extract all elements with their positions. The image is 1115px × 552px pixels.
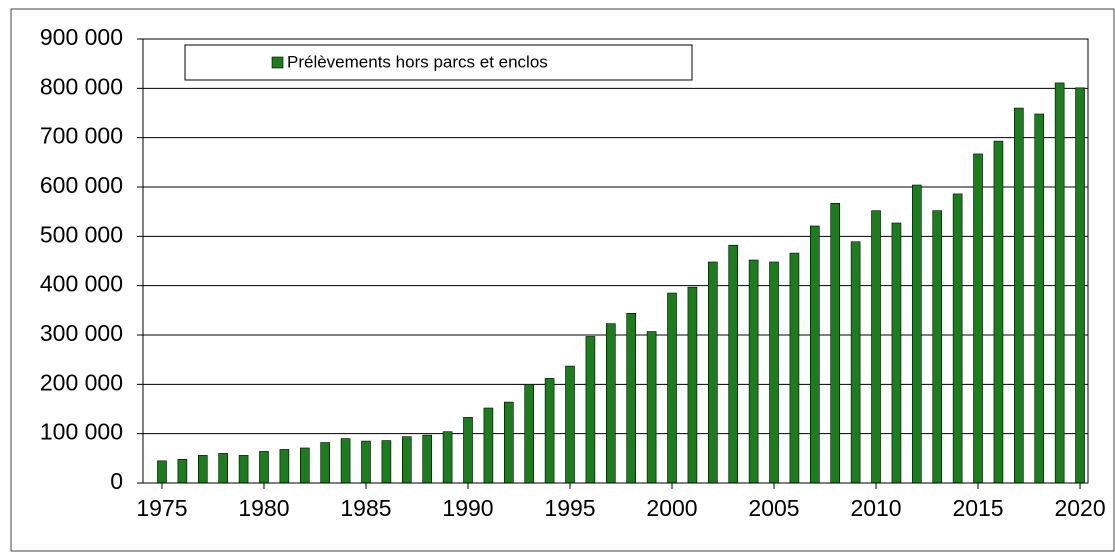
bar [442, 431, 453, 484]
y-tick-label: 0 [110, 468, 123, 494]
bar [503, 401, 514, 484]
bar [1034, 113, 1045, 484]
legend-label: Prélèvements hors parcs et enclos [287, 52, 548, 71]
bar [544, 378, 555, 484]
bar [810, 225, 820, 484]
legend-swatch [271, 56, 284, 69]
bar [422, 434, 432, 484]
y-tick-label: 500 000 [40, 221, 123, 247]
bar [952, 193, 963, 484]
bar [483, 407, 494, 484]
bar [585, 336, 596, 484]
bar [1014, 107, 1024, 484]
bar [646, 331, 657, 484]
bar [626, 312, 637, 484]
plot-border [142, 38, 1089, 484]
x-tick-label: 1985 [340, 495, 391, 521]
bar [769, 261, 779, 484]
bar [524, 384, 535, 484]
bar [463, 417, 473, 484]
y-tick-label: 600 000 [40, 172, 123, 198]
bar [830, 202, 841, 484]
x-tick-label: 1990 [442, 495, 493, 521]
bar [401, 436, 412, 484]
bar [218, 453, 228, 484]
bar [259, 451, 269, 484]
legend-box [184, 44, 693, 81]
x-tick-label: 2010 [850, 495, 901, 521]
bar [197, 455, 208, 484]
bar [891, 222, 902, 484]
bar [381, 440, 392, 484]
bar [299, 447, 310, 484]
y-tick-label: 900 000 [40, 24, 123, 50]
bar [993, 140, 1004, 484]
bar [708, 261, 718, 484]
bar [565, 365, 575, 484]
bar [973, 153, 983, 484]
y-tick-label: 100 000 [40, 419, 123, 445]
bar [361, 440, 371, 484]
bar [606, 323, 616, 484]
bar [667, 292, 677, 484]
bar [932, 210, 943, 484]
bar [177, 459, 188, 484]
x-tick-label: 1995 [544, 495, 595, 521]
bar [912, 184, 922, 484]
y-tick-label: 400 000 [40, 271, 123, 297]
bar [279, 449, 290, 484]
bar [871, 210, 881, 484]
bar [789, 252, 800, 484]
bar [1075, 87, 1085, 484]
x-tick-label: 1975 [136, 495, 187, 521]
y-tick-label: 200 000 [40, 369, 123, 395]
y-tick-label: 300 000 [40, 320, 123, 346]
x-tick-label: 2000 [646, 495, 697, 521]
y-tick-label: 700 000 [40, 123, 123, 149]
y-tick-label: 800 000 [40, 73, 123, 99]
bar [748, 259, 759, 484]
x-tick-label: 2005 [748, 495, 799, 521]
bar [320, 442, 330, 484]
frame [10, 8, 1115, 552]
x-tick-label: 1980 [238, 495, 289, 521]
x-tick-label: 2020 [1054, 495, 1105, 521]
bar [687, 286, 698, 484]
x-tick-label: 2015 [952, 495, 1003, 521]
bar [157, 460, 167, 484]
bar [238, 455, 249, 484]
bar [1054, 82, 1065, 484]
bar [340, 438, 351, 484]
bar [728, 244, 739, 484]
bar [850, 241, 861, 484]
